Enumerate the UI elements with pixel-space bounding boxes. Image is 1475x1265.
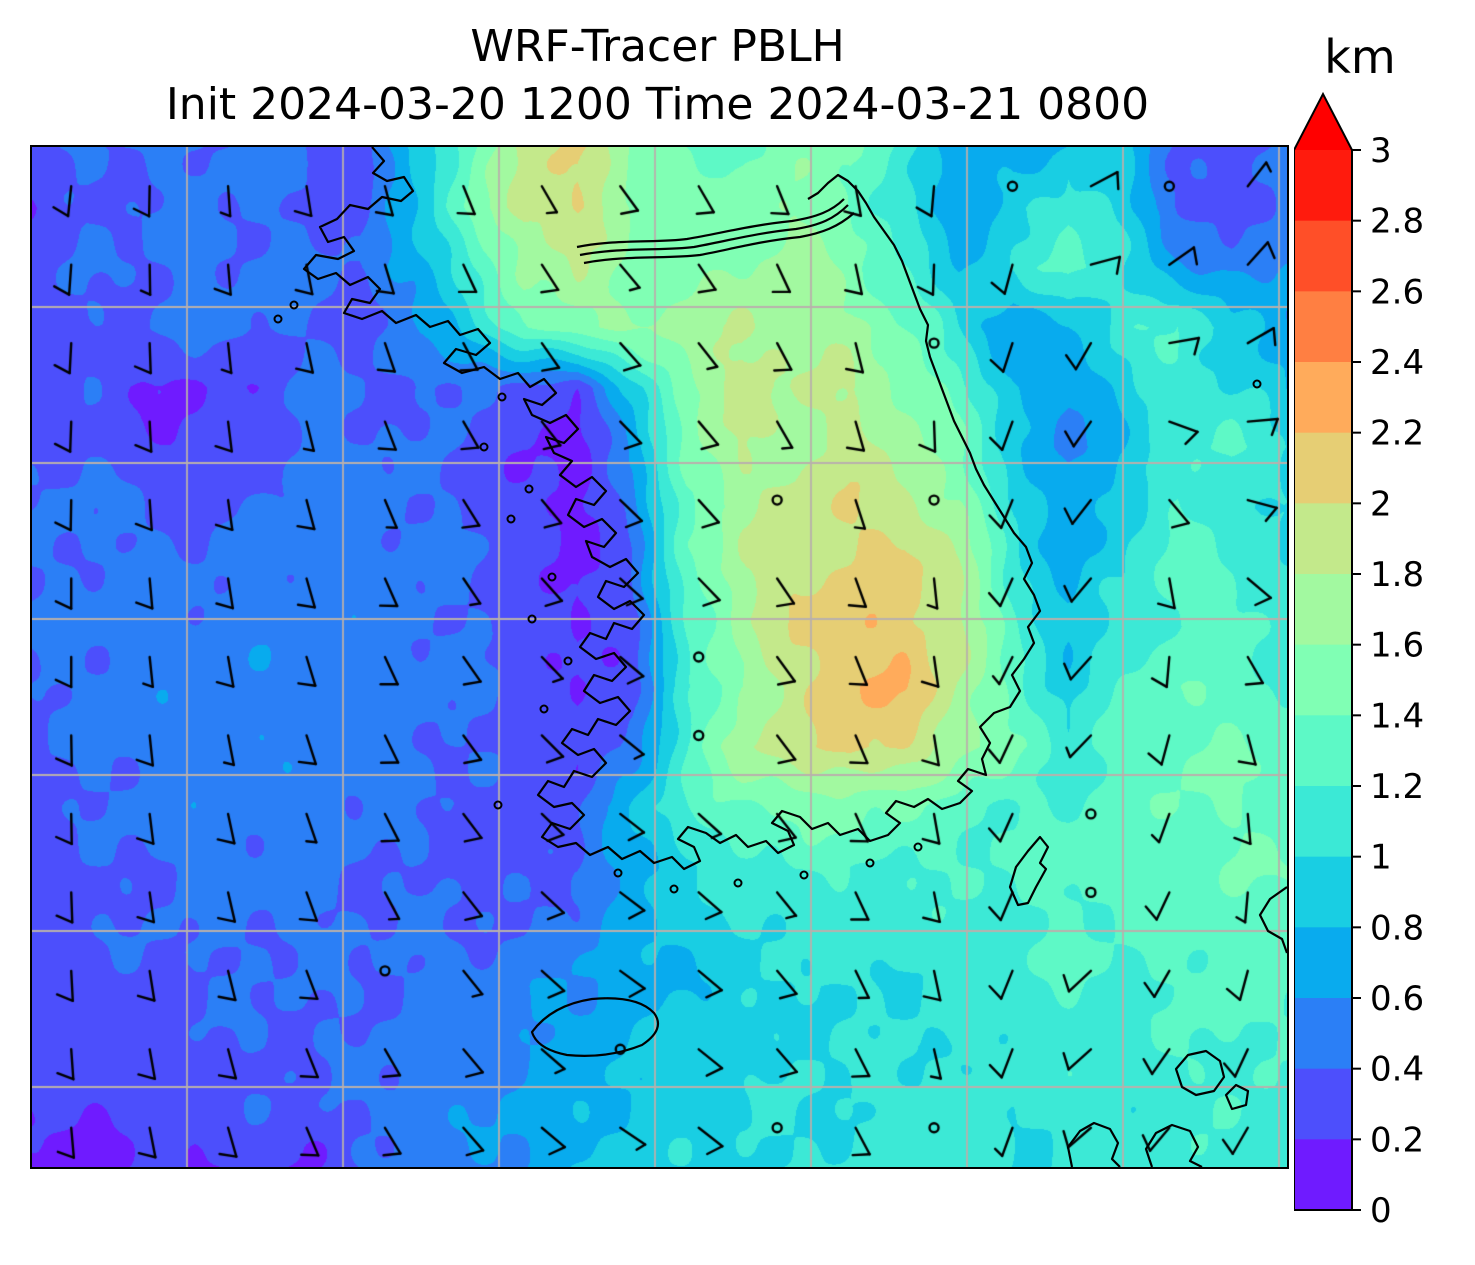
colorbar-tick-label: 0.2 [1370, 1120, 1424, 1160]
colorbar-tick-label: 0.4 [1370, 1050, 1424, 1090]
colorbar-band [1294, 786, 1352, 858]
colorbar-tick-label: 2.2 [1370, 414, 1424, 454]
colorbar-svg: 3 2.8 2.6 2.4 2.2 2 1.8 1.6 1.4 1.2 1 0.8 0.6 0.4 0.2 0 [1293, 91, 1424, 1231]
colorbar-tick-label: 0.6 [1370, 979, 1424, 1019]
colorbar-band [1294, 291, 1352, 363]
colorbar-tick-label: 1.8 [1370, 555, 1424, 595]
pblh-heatmap-canvas [32, 147, 1287, 1167]
colorbar-band [1294, 150, 1352, 222]
colorbar-tick-label: 2.4 [1370, 343, 1424, 383]
colorbar-tick-label: 2.8 [1370, 202, 1424, 242]
figure-subtitle: Init 2024-03-20 1200 Time 2024-03-21 080… [165, 79, 1150, 130]
colorbar-tick-label: 2.6 [1370, 272, 1424, 312]
colorbar: 3 2.8 2.6 2.4 2.2 2 1.8 1.6 1.4 1.2 1 0.8 0.6 0.4 0.2 0 [1293, 90, 1474, 1231]
colorbar-band [1294, 220, 1352, 292]
colorbar-band [1294, 1139, 1352, 1211]
colorbar-band [1294, 856, 1352, 928]
colorbar-band [1294, 715, 1352, 787]
colorbar-unit-label: km [1324, 30, 1396, 84]
colorbar-outline [1293, 91, 1353, 1211]
colorbar-band [1294, 1068, 1352, 1140]
colorbar-tick-label: 2 [1370, 484, 1392, 524]
colorbar-tick-label: 1.4 [1370, 696, 1424, 736]
colorbar-band [1294, 998, 1352, 1070]
colorbar-band [1294, 503, 1352, 575]
colorbar-tick-label: 1.6 [1370, 626, 1424, 666]
colorbar-band [1294, 362, 1352, 434]
colorbar-tick-label: 1.2 [1370, 767, 1424, 807]
colorbar-extend-arrow [1294, 94, 1352, 150]
colorbar-band [1294, 644, 1352, 716]
colorbar-band [1294, 574, 1352, 646]
colorbar-band [1294, 927, 1352, 999]
colorbar-tick-label: 0.8 [1370, 908, 1424, 948]
colorbar-tick-label: 0 [1370, 1191, 1392, 1230]
colorbar-band [1294, 432, 1352, 504]
map-plot-area [30, 145, 1289, 1169]
figure-title: WRF-Tracer PBLH [470, 21, 845, 72]
colorbar-tick-label: 1 [1370, 838, 1392, 878]
colorbar-tick-label: 3 [1370, 131, 1392, 171]
